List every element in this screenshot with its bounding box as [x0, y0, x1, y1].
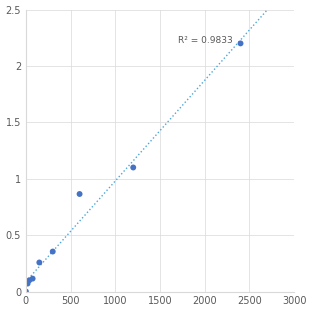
Point [23, 289, 28, 294]
Point [77, 192, 82, 197]
Point [131, 165, 136, 170]
Text: R² = 0.9833: R² = 0.9833 [178, 37, 233, 46]
Point [27, 278, 32, 283]
Point [238, 41, 243, 46]
Point [30, 276, 35, 281]
Point [50, 249, 55, 254]
Point [37, 260, 42, 265]
Point [25, 281, 30, 286]
